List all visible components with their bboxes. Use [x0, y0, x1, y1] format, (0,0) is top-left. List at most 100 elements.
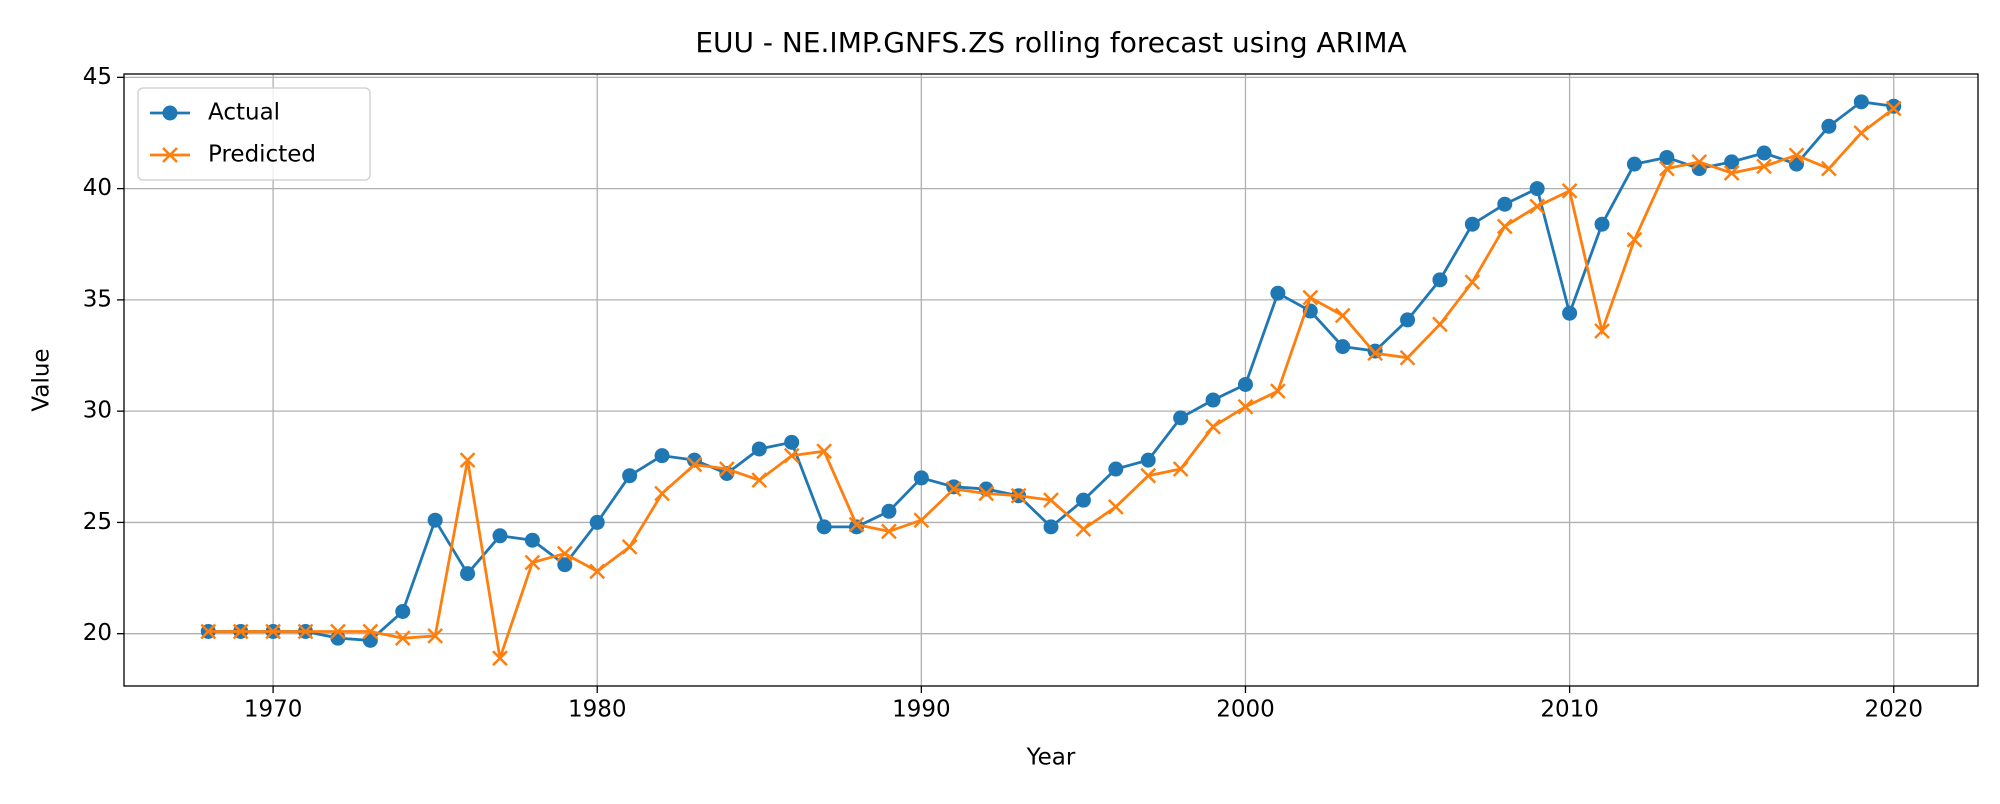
marker [1302, 289, 1319, 306]
marker [1335, 339, 1351, 355]
marker [330, 623, 346, 640]
marker [881, 503, 897, 519]
marker [1205, 418, 1221, 435]
marker [1691, 154, 1708, 170]
x-tick-label: 2020 [1864, 697, 1923, 723]
marker [1723, 165, 1740, 181]
marker [1173, 410, 1189, 426]
marker [1432, 272, 1448, 288]
marker [621, 539, 638, 555]
marker [1464, 216, 1480, 232]
marker [1724, 154, 1740, 170]
marker [524, 554, 541, 571]
marker [1464, 274, 1481, 290]
marker [200, 623, 217, 640]
marker [1140, 452, 1156, 468]
marker [978, 485, 995, 502]
marker [162, 105, 178, 121]
marker [589, 563, 606, 580]
marker [297, 623, 314, 640]
marker [394, 630, 411, 647]
marker [395, 603, 411, 619]
marker [1010, 487, 1027, 504]
marker [751, 472, 768, 489]
marker [1270, 285, 1286, 301]
marker [492, 650, 508, 667]
marker [1853, 94, 1869, 110]
marker [1237, 376, 1253, 392]
marker [232, 623, 249, 640]
marker [946, 479, 962, 495]
marker [913, 470, 929, 486]
marker [362, 623, 379, 640]
marker [881, 523, 897, 540]
marker [589, 514, 605, 530]
marker [1561, 182, 1578, 199]
marker [1334, 307, 1351, 324]
marker [162, 147, 178, 163]
y-tick-label: 40 [83, 175, 112, 201]
marker [1205, 392, 1221, 408]
marker [1658, 160, 1675, 177]
y-tick-label: 25 [83, 509, 112, 535]
marker [556, 545, 573, 562]
legend-box [137, 87, 371, 181]
marker [1172, 461, 1189, 477]
marker [524, 532, 540, 548]
marker [1043, 492, 1059, 509]
marker [1594, 323, 1610, 339]
marker [459, 452, 476, 468]
marker [1075, 492, 1091, 508]
marker [492, 528, 508, 544]
marker [816, 443, 832, 460]
marker [1529, 198, 1546, 215]
y-tick-label: 35 [83, 286, 112, 312]
marker [913, 512, 930, 529]
marker [427, 512, 443, 528]
x-tick-label: 1980 [568, 697, 627, 723]
x-tick-label: 1970 [244, 697, 303, 723]
marker [1626, 156, 1642, 172]
marker [783, 447, 800, 464]
chart-title: EUU - NE.IMP.GNFS.ZS rolling forecast us… [695, 26, 1406, 59]
marker [849, 519, 865, 535]
marker [848, 516, 865, 533]
marker [654, 485, 670, 502]
marker [1237, 398, 1254, 415]
marker [945, 481, 962, 497]
marker [816, 519, 832, 535]
marker [1075, 521, 1092, 537]
marker [686, 456, 703, 473]
marker [427, 628, 444, 644]
marker [1140, 467, 1157, 484]
marker [1529, 181, 1545, 197]
marker [1497, 196, 1513, 212]
marker [1367, 345, 1384, 362]
marker [557, 557, 573, 573]
marker [1853, 125, 1870, 141]
x-tick-label: 2010 [1540, 697, 1599, 723]
y-axis-label: Value [29, 348, 55, 411]
y-tick-label: 30 [83, 398, 112, 424]
marker [718, 461, 735, 477]
marker [654, 448, 670, 464]
marker [1821, 118, 1837, 134]
marker [1432, 316, 1448, 333]
x-axis-label: Year [1026, 745, 1076, 771]
marker [1626, 231, 1643, 248]
x-tick-label: 2000 [1216, 697, 1275, 723]
y-tick-label: 20 [83, 620, 112, 646]
marker [1107, 498, 1124, 515]
plot-frame [123, 73, 1979, 687]
marker [1270, 383, 1286, 400]
y-tick-label: 45 [83, 64, 112, 90]
legend-label: Predicted [208, 142, 316, 168]
legend-label: Actual [208, 100, 280, 126]
marker [1885, 100, 1902, 117]
marker [1108, 461, 1124, 477]
marker [1400, 312, 1416, 328]
marker [1659, 149, 1675, 165]
marker [784, 434, 800, 450]
